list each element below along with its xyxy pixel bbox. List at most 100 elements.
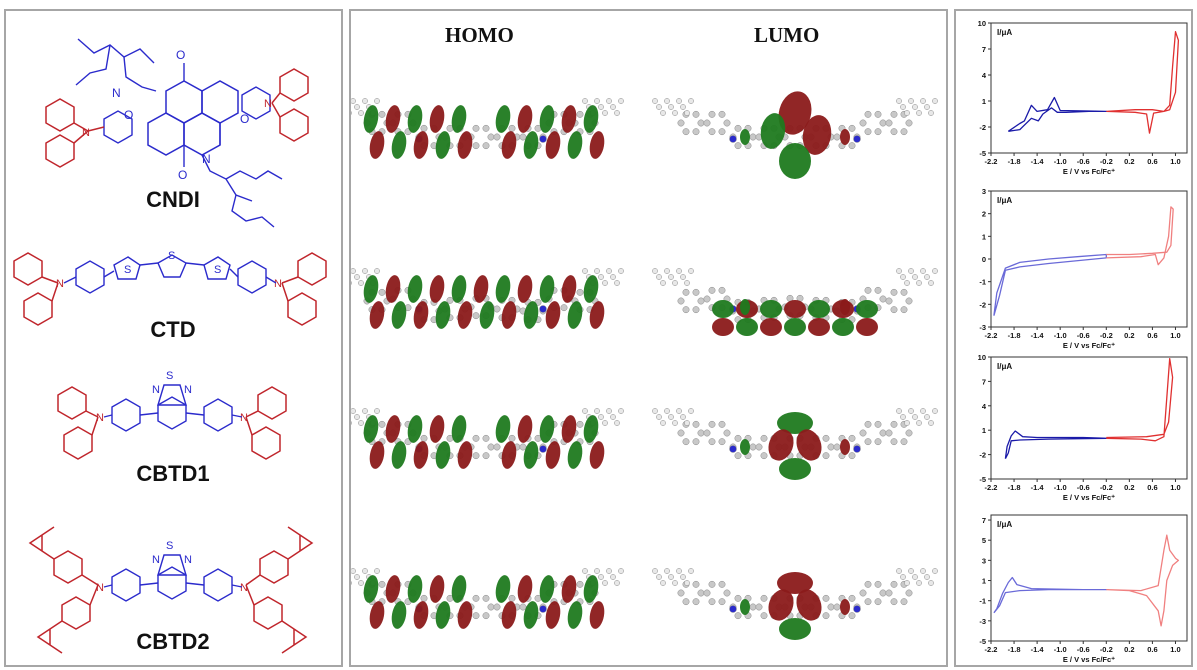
orbital-lobe xyxy=(583,275,599,303)
atom xyxy=(885,429,893,437)
orbital-lobe xyxy=(856,300,878,318)
atom xyxy=(358,110,364,116)
atom xyxy=(664,568,670,574)
atom xyxy=(676,98,682,104)
n-label: N xyxy=(152,554,160,566)
atom xyxy=(493,443,501,451)
oxidation-curve xyxy=(1106,357,1174,442)
atom xyxy=(718,580,726,588)
orbital-lobe xyxy=(495,415,511,443)
x-tick-label: -0.6 xyxy=(1077,331,1090,340)
compound-label-ctd: CTD xyxy=(150,317,195,342)
atom xyxy=(378,420,386,428)
orbital-lobe xyxy=(523,301,539,329)
orbital-lobe xyxy=(407,575,423,603)
orbital-lobe xyxy=(760,300,782,318)
orbital-lobe xyxy=(501,601,517,629)
atom xyxy=(734,612,742,620)
structures-panel: O O O O N N N N CNDI xyxy=(4,9,343,667)
atom xyxy=(594,568,600,574)
atom xyxy=(879,589,887,597)
y-tick-label: 5 xyxy=(982,536,986,545)
atom xyxy=(890,598,898,606)
orbital-lobe xyxy=(832,318,854,336)
atom xyxy=(660,580,666,586)
x-tick-label: 0.6 xyxy=(1147,157,1157,166)
atom xyxy=(729,135,737,143)
atom xyxy=(920,268,926,274)
atom xyxy=(482,452,490,460)
atom xyxy=(472,312,480,320)
orbital-lobe xyxy=(840,439,850,455)
n-label: N xyxy=(184,554,192,566)
atom xyxy=(703,589,711,597)
atom xyxy=(916,280,922,286)
orbital-lobe xyxy=(385,105,401,133)
atom xyxy=(932,408,938,414)
atom xyxy=(688,98,694,104)
orbital-lobe xyxy=(391,441,407,469)
y-tick-label: 10 xyxy=(978,353,986,362)
atom xyxy=(833,603,841,611)
atom xyxy=(660,420,666,426)
atom xyxy=(582,408,588,414)
o-label: O xyxy=(176,48,185,62)
y-tick-label: 1 xyxy=(982,232,986,241)
atom xyxy=(908,408,914,414)
atom xyxy=(864,438,872,446)
atom xyxy=(912,574,918,580)
atom xyxy=(697,119,705,127)
reduction-curve xyxy=(993,253,1107,316)
atom xyxy=(734,594,742,602)
y-axis-label: I/μA xyxy=(997,196,1012,205)
y-tick-label: -3 xyxy=(979,323,986,332)
y-tick-label: 0 xyxy=(982,255,986,264)
orbital-lobe xyxy=(740,599,750,615)
atom xyxy=(928,420,934,426)
atom xyxy=(598,414,604,420)
atom xyxy=(606,268,612,274)
atom xyxy=(351,568,356,574)
atom xyxy=(864,286,872,294)
atom xyxy=(684,110,690,116)
orbital-lobe xyxy=(363,415,379,443)
atom xyxy=(703,429,711,437)
orbital-lobe xyxy=(457,131,473,159)
atom xyxy=(618,408,624,414)
atom xyxy=(718,286,726,294)
atom xyxy=(656,574,662,580)
atom xyxy=(708,286,716,294)
n-label: N xyxy=(96,582,104,594)
atom xyxy=(890,420,898,428)
atom xyxy=(885,119,893,127)
orbital-lobe xyxy=(539,105,555,133)
atom xyxy=(692,438,700,446)
atom xyxy=(680,274,686,280)
atom xyxy=(582,568,588,574)
orbital-lobe xyxy=(429,105,445,133)
atom xyxy=(539,305,547,313)
orbital-lobe xyxy=(457,301,473,329)
orbital-lobe xyxy=(779,618,811,640)
atom xyxy=(602,280,608,286)
atom xyxy=(729,445,737,453)
atom xyxy=(896,568,902,574)
atom xyxy=(358,280,364,286)
atom xyxy=(610,104,616,110)
orbital-lobe xyxy=(768,589,794,621)
atom xyxy=(859,589,867,597)
atom xyxy=(900,104,906,110)
y-tick-label: 4 xyxy=(982,402,987,411)
structures-svg: O O O O N N N N CNDI xyxy=(13,38,327,654)
orbital-lobe xyxy=(740,299,750,315)
x-axis-label: E / V vs Fc/Fc⁺ xyxy=(1063,341,1115,350)
atom xyxy=(912,414,918,420)
atom xyxy=(362,268,368,274)
atom xyxy=(848,594,856,602)
atom xyxy=(677,297,685,305)
y-tick-label: 3 xyxy=(982,187,986,196)
atom xyxy=(916,110,922,116)
x-tick-label: 0.6 xyxy=(1147,645,1157,654)
atom xyxy=(928,110,934,116)
orbital-lobe xyxy=(583,575,599,603)
